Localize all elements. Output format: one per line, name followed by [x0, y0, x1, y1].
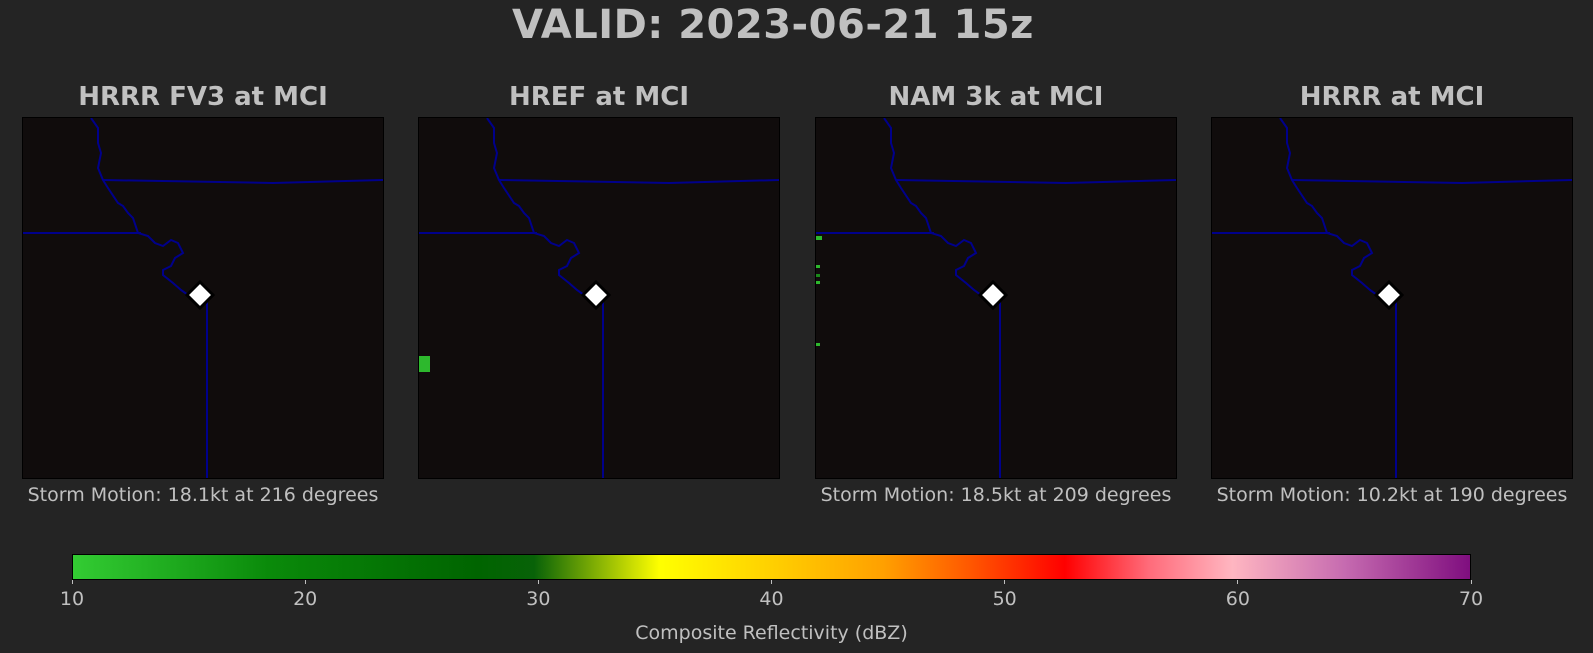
state-borders-map: [816, 118, 1176, 478]
panel-title: HRRR FV3 at MCI: [78, 82, 328, 112]
state-border-north: [1291, 179, 1572, 185]
white-diamond-icon: [977, 279, 1009, 311]
state-border-north: [102, 179, 383, 185]
reflectivity-echo: [419, 356, 430, 372]
colorbar-tick-mark: [1470, 580, 1472, 584]
colorbar-tick-label: 40: [759, 588, 784, 610]
storm-motion-text: Storm Motion: 10.2kt at 190 degrees: [1216, 484, 1568, 506]
radar-map: [418, 117, 780, 479]
colorbar-tick-label: 60: [1225, 588, 1250, 610]
colorbar-tick-label: 30: [526, 588, 551, 610]
colorbar-tick-label: 70: [1458, 588, 1484, 610]
colorbar-tick-mark: [304, 580, 306, 584]
storm-motion-text: Storm Motion: 18.1kt at 216 degrees: [27, 484, 379, 506]
colorbar-tick-label: 10: [59, 588, 85, 610]
radar-map: [1211, 117, 1573, 479]
white-diamond-icon: [580, 279, 612, 311]
radar-map: [815, 117, 1177, 479]
reflectivity-echo: [816, 274, 820, 277]
reflectivity-echo: [816, 265, 820, 268]
colorbar-tick-mark: [537, 580, 539, 584]
radar-map: [22, 117, 384, 479]
panel-title: HRRR at MCI: [1299, 82, 1485, 112]
missouri-river-border: [1279, 118, 1385, 297]
colorbar-tick-mark: [1237, 580, 1239, 584]
white-diamond-icon: [184, 279, 216, 311]
storm-motion-text: Storm Motion: 18.5kt at 209 degrees: [820, 484, 1172, 506]
colorbar-tick-mark: [1004, 580, 1006, 584]
panel-title: NAM 3k at MCI: [888, 82, 1104, 112]
map-panel-hrrr-fv3: HRRR FV3 at MCI Storm Motion: 18.1kt at …: [22, 0, 384, 520]
white-diamond-icon: [1373, 279, 1405, 311]
state-border-north: [498, 179, 779, 185]
figure-title: VALID: 2023-06-21 15z: [512, 2, 1034, 48]
state-borders-map: [23, 118, 383, 478]
state-borders-map: [1212, 118, 1572, 478]
reflectivity-echo: [816, 281, 820, 284]
colorbar-tick-mark: [771, 580, 772, 584]
state-border-north: [895, 179, 1176, 185]
colorbar-tick-label: 20: [293, 588, 318, 610]
map-panel-hrrr: HRRR at MCI Storm Motion: 10.2kt at 190 …: [1211, 0, 1573, 520]
map-panel-nam-3k: NAM 3k at MCI Storm Motion: 18.5kt at 20…: [815, 0, 1177, 520]
map-panel-href: HREF at MCI: [418, 0, 780, 520]
colorbar-tick-label: 50: [992, 588, 1017, 610]
reflectivity-echo: [816, 236, 822, 240]
missouri-river-border: [90, 118, 196, 297]
reflectivity-colorbar: [72, 554, 1471, 580]
colorbar-tick-mark: [71, 580, 73, 584]
missouri-river-border: [883, 118, 989, 297]
panel-title: HREF at MCI: [508, 82, 689, 112]
reflectivity-echo: [816, 343, 820, 346]
missouri-river-border: [486, 118, 592, 297]
colorbar-label: Composite Reflectivity (dBZ): [635, 622, 908, 644]
state-borders-map: [419, 118, 779, 478]
